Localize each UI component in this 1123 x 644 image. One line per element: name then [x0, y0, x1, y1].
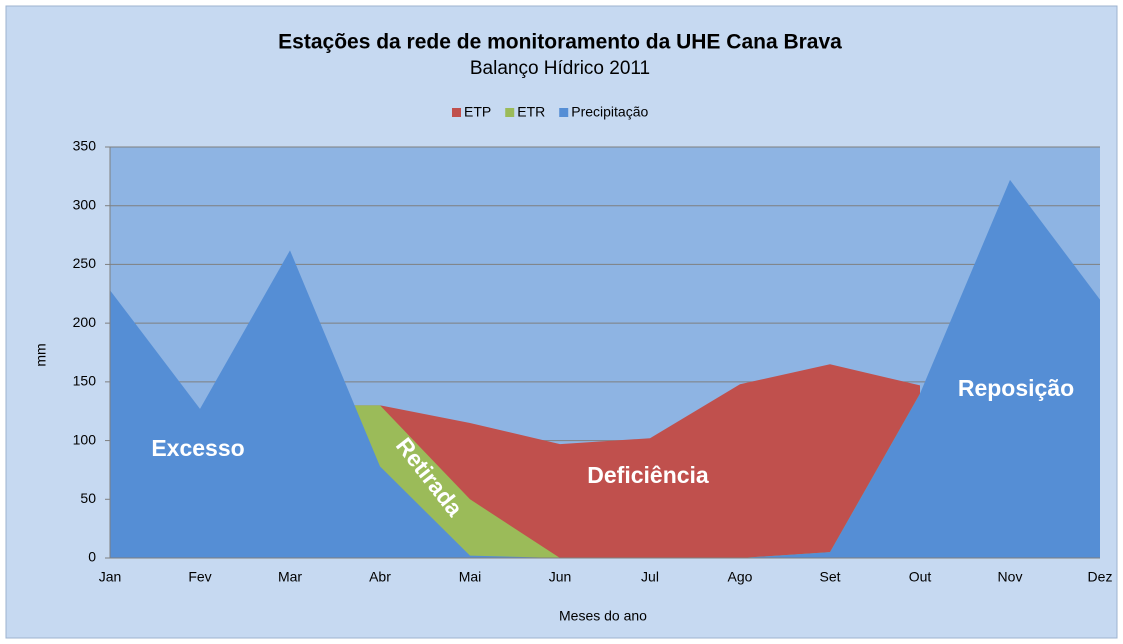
y-tick-label: 100 — [73, 431, 97, 447]
x-tick-label: Nov — [998, 569, 1023, 585]
legend-swatch — [452, 108, 461, 117]
x-tick-label: Jan — [99, 569, 122, 585]
x-tick-label: Dez — [1088, 569, 1113, 585]
legend-swatch — [559, 108, 569, 117]
x-tick-label: Mar — [278, 569, 302, 585]
y-tick-label: 350 — [73, 138, 97, 154]
legend-label: ETR — [517, 104, 545, 120]
legend-label: Precipitação — [571, 104, 648, 120]
y-tick-label: 150 — [73, 373, 97, 389]
y-tick-label: 200 — [73, 314, 97, 330]
area — [110, 179, 1100, 558]
chart-subtitle: Balanço Hídrico 2011 — [470, 58, 650, 79]
annotation: Deficiência — [587, 462, 709, 488]
x-tick-label: Abr — [369, 569, 391, 585]
area — [290, 393, 920, 558]
x-tick-label: Jun — [549, 569, 572, 585]
y-tick-label: 0 — [88, 549, 96, 565]
legend-swatch — [505, 108, 515, 117]
x-tick-label: Fev — [188, 569, 211, 585]
x-tick-label: Ago — [728, 569, 753, 585]
x-tick-label: Mai — [459, 569, 482, 585]
chart-title: Estações da rede de monitoramento da UHE… — [278, 31, 842, 54]
x-tick-label: Out — [909, 569, 932, 585]
legend-label: ETP — [464, 104, 491, 120]
x-axis-label: Meses do ano — [559, 608, 647, 624]
y-tick-label: 50 — [80, 490, 96, 506]
x-tick-label: Jul — [641, 569, 659, 585]
y-axis-label: mm — [33, 343, 49, 366]
x-tick-label: Set — [819, 569, 840, 585]
y-tick-label: 250 — [73, 255, 97, 271]
annotation: Reposição — [958, 375, 1074, 401]
y-tick-label: 300 — [73, 196, 97, 212]
annotation: Excesso — [151, 435, 244, 461]
